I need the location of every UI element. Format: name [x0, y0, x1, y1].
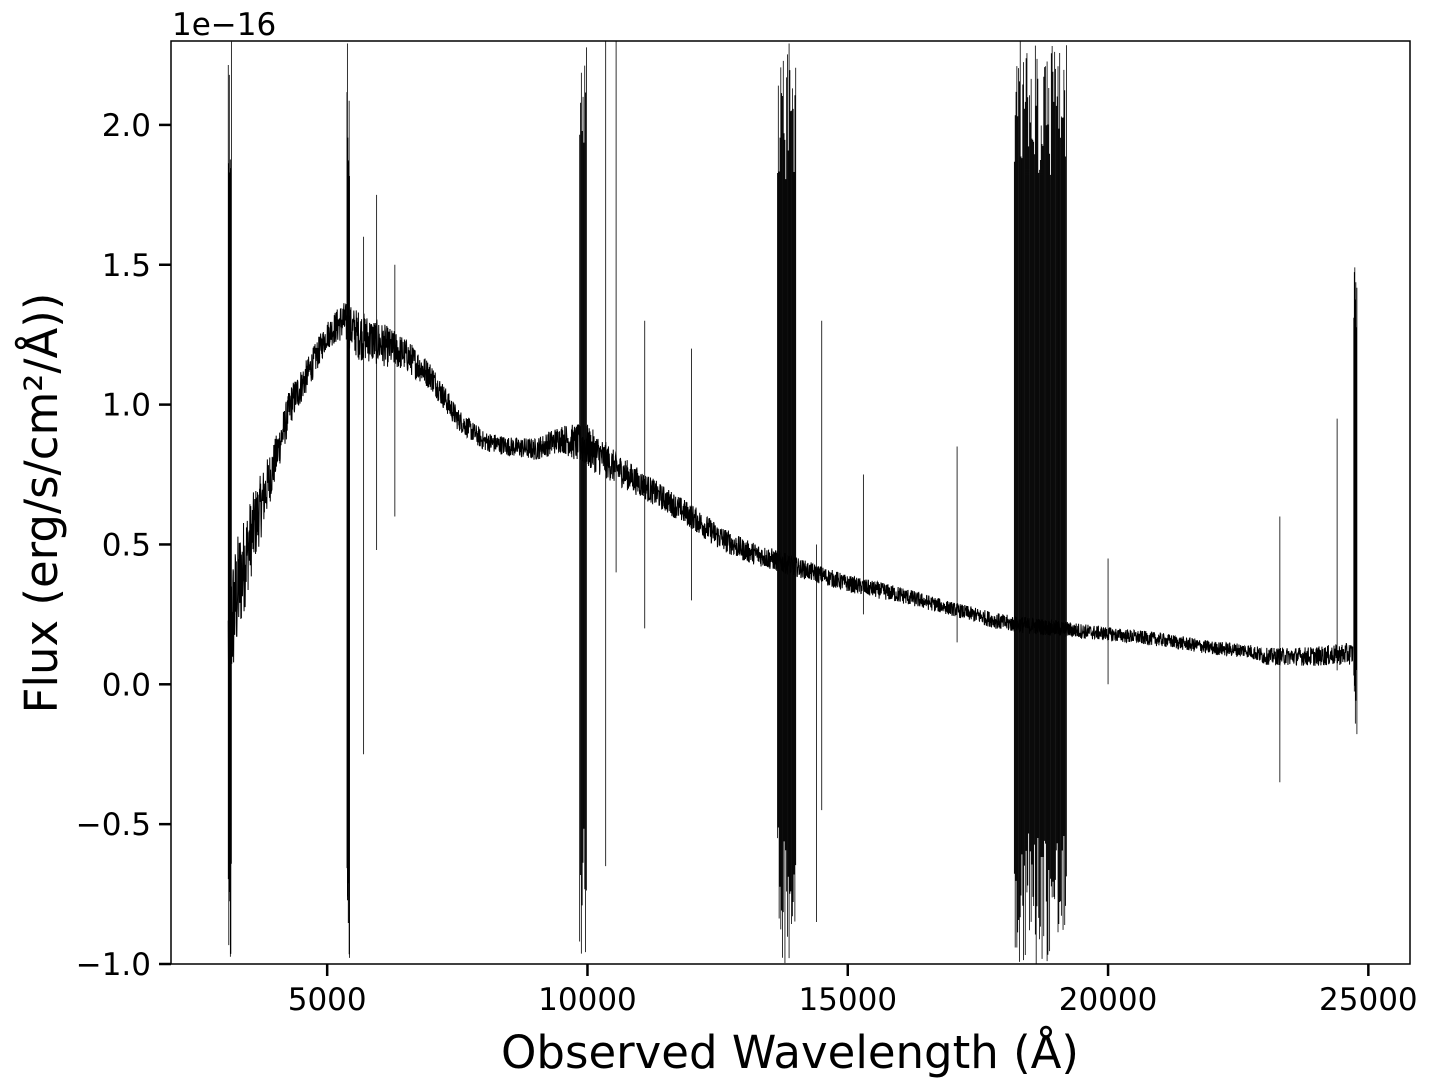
y-tick-label: 1.5	[102, 248, 151, 284]
x-tick-label: 25000	[1319, 982, 1418, 1018]
y-tick-label: 2.0	[102, 108, 151, 144]
plot-area	[227, 41, 1358, 964]
artifact-band	[1013, 41, 1067, 964]
y-tick-label: 0.5	[102, 527, 151, 563]
x-axis-title: Observed Wavelength (Å)	[501, 1026, 1079, 1079]
artifact-band	[227, 41, 232, 957]
artifact-band	[346, 43, 350, 958]
plot-frame	[170, 40, 1411, 965]
y-tick-label: 1.0	[102, 388, 151, 424]
x-tick-label: 15000	[798, 982, 897, 1018]
x-tick-label: 10000	[538, 982, 637, 1018]
y-axis: −1.0 −0.5 0.0 0.5 1.0 1.5 2.0	[76, 108, 171, 983]
x-tick-label: 20000	[1059, 982, 1158, 1018]
x-tick-label: 5000	[288, 982, 367, 1018]
x-axis: 5000 10000 15000 20000 25000	[288, 964, 1418, 1018]
y-tick-label: −1.0	[76, 947, 151, 983]
y-offset-label: 1e−16	[172, 7, 276, 43]
artifact-band	[1353, 267, 1358, 735]
y-axis-title: Flux (erg/s/cm²/Å))	[15, 293, 68, 714]
y-tick-label: 0.0	[102, 667, 151, 703]
artifact-band	[579, 47, 587, 954]
y-tick-label: −0.5	[76, 807, 151, 843]
artifact-band	[777, 43, 797, 963]
